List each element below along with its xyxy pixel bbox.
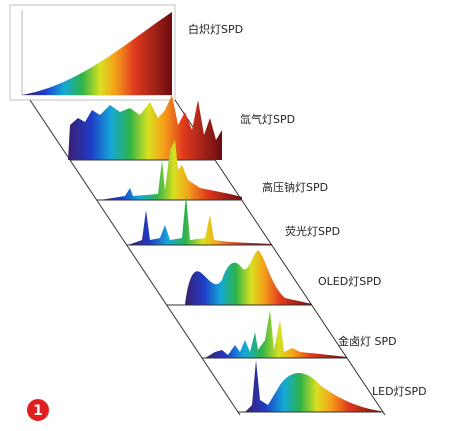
spectrum-xenon [68,95,222,160]
badge [27,399,49,421]
label: 金卤灯 SPD [338,334,397,348]
label: LED灯SPD [372,385,427,398]
spectrum-fluorescent [128,195,272,245]
label: OLED灯SPD [318,275,381,288]
badge-number: 1 [33,403,43,419]
spectrum-sodium [100,140,242,200]
label: 荧光灯SPD [285,224,340,238]
label: 氙气灯SPD [240,112,295,126]
panel-incandescent [9,4,176,101]
spectrum-oled [185,250,312,305]
spectrum-metal-halide [205,310,347,358]
spectrum-led [245,360,383,412]
label: 高压钠灯SPD [262,180,328,194]
strip-edge-left [29,99,241,416]
label: 白炽灯SPD [188,22,243,36]
